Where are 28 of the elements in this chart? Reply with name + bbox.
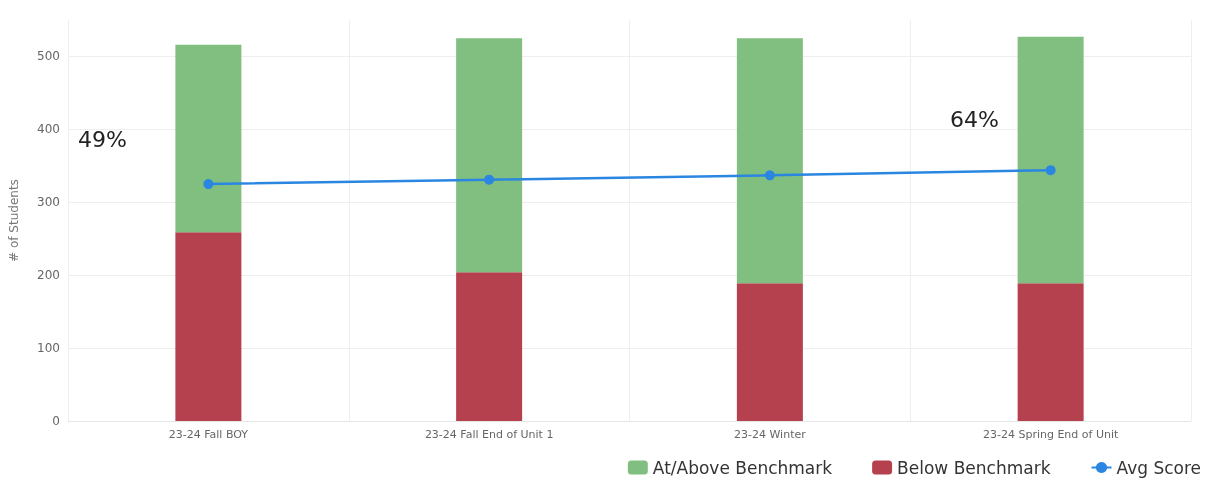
legend-label: Avg Score — [1116, 457, 1202, 478]
y-tick-label: 200 — [37, 268, 60, 283]
x-tick-label: 23-24 Fall End of Unit 1 — [424, 428, 554, 441]
legend-label: Below Benchmark — [897, 457, 1051, 478]
y-tick-label: 500 — [37, 49, 60, 64]
bar — [175, 44, 242, 233]
y-tick-label: 300 — [37, 195, 60, 210]
point — [1045, 165, 1056, 176]
bar — [736, 283, 803, 421]
point — [764, 170, 775, 181]
y-axis-title: # of Students — [7, 179, 21, 262]
point — [203, 179, 214, 190]
y-tick-label: 0 — [52, 414, 60, 428]
legend-label: At/Above Benchmark — [652, 457, 833, 478]
bar — [456, 38, 523, 273]
bar — [175, 232, 242, 421]
x-tick-label: 23-24 Spring End of Unit — [982, 428, 1119, 441]
bar — [736, 38, 803, 284]
x-tick-label: 23-24 Winter — [734, 428, 807, 441]
bar — [1017, 36, 1084, 284]
annotation: 49% — [78, 126, 127, 152]
y-tick-label: 400 — [37, 122, 60, 137]
y-tick-label: 100 — [37, 341, 60, 356]
x-tick-label: 23-24 Fall BOY — [168, 428, 249, 441]
bar — [456, 272, 523, 421]
point — [484, 174, 495, 185]
annotation: 64% — [950, 106, 999, 132]
bar — [1017, 283, 1084, 421]
